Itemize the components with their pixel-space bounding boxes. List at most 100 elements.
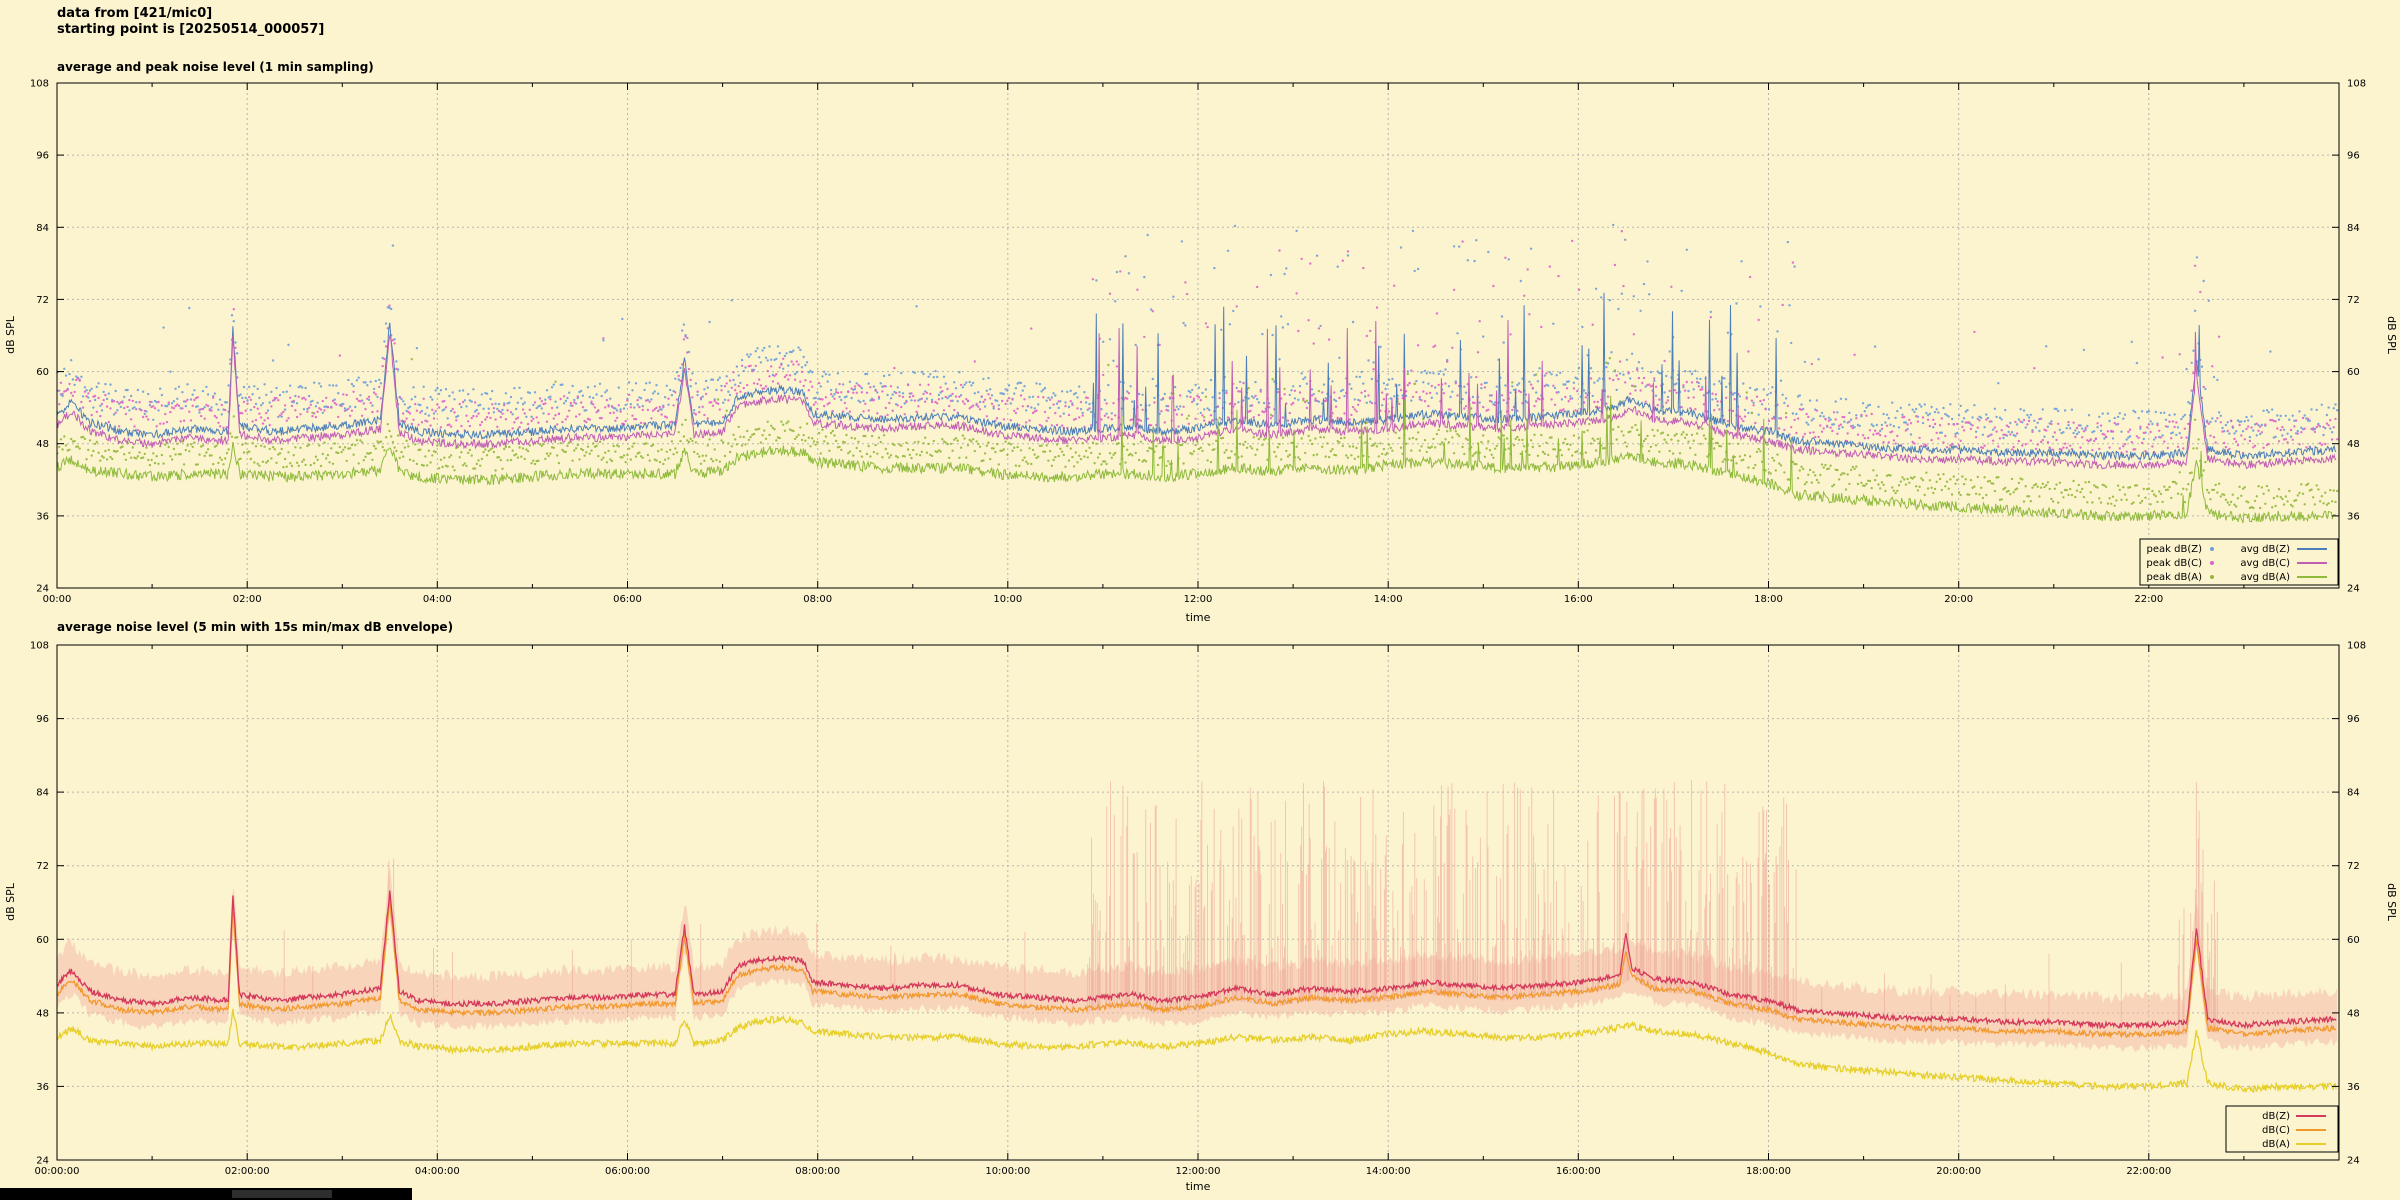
y-tick-label-right: 36 <box>2347 511 2360 522</box>
legend-label-db-c: dB(C) <box>2262 1125 2290 1136</box>
x-tick-label: 14:00:00 <box>1366 1166 1411 1177</box>
legend-label-peak-db-c: peak dB(C) <box>2146 558 2202 569</box>
y-tick-label-right: 24 <box>2347 1156 2360 1167</box>
y-tick-label-right: 36 <box>2347 1082 2360 1093</box>
avg-db-c-line <box>56 319 2337 470</box>
x-tick-label: 12:00:00 <box>1176 1166 1221 1177</box>
grid <box>56 644 2339 1161</box>
legend-label-peak-db-a: peak dB(A) <box>2147 572 2203 583</box>
x-tick-label: 10:00 <box>993 594 1022 605</box>
peak-db-z-points <box>56 223 2339 442</box>
y-tick-label-right: 108 <box>2347 641 2366 652</box>
taskbar-fragment <box>0 1188 412 1200</box>
legend-marker-peak-db-c <box>2210 561 2214 565</box>
x-tick-label: 14:00 <box>1374 594 1403 605</box>
y-tick-label-left: 24 <box>36 1156 49 1167</box>
x-tick-label: 16:00 <box>1564 594 1593 605</box>
y-tick-label-right: 48 <box>2347 1008 2360 1019</box>
y-tick-label-left: 108 <box>30 641 49 652</box>
legend-marker-peak-db-z <box>2210 547 2214 551</box>
bottom-ylabel-left: dB SPL <box>4 882 17 921</box>
y-tick-label-left: 84 <box>36 223 49 234</box>
minmax-envelope-spikes <box>283 780 2218 1038</box>
db-a-line <box>56 1008 2337 1094</box>
bottom-chart-title: average noise level (5 min with 15s min/… <box>57 620 453 634</box>
y-tick-label-right: 60 <box>2347 935 2360 946</box>
plot-frame <box>56 644 2340 1161</box>
bottom-chart-canvas: average noise level (5 min with 15s min/… <box>4 620 2398 1193</box>
y-tick-label-right: 84 <box>2347 223 2360 234</box>
y-tick-label-left: 60 <box>36 367 49 378</box>
y-tick-label-left: 96 <box>36 151 49 162</box>
x-tick-label: 22:00:00 <box>2126 1166 2171 1177</box>
bottom-ylabel-right: dB SPL <box>2385 883 2398 922</box>
legend: peak dB(Z) peak dB(C) peak dB(A) avg dB(Z) a… <box>2139 538 2339 586</box>
x-tick-label: 22:00 <box>2134 594 2163 605</box>
top-chart-plot: 00:00 02:00 04:00 06:00 08:00 10:00 12:00 14:00… <box>30 79 2366 606</box>
y-tick-label-right: 48 <box>2347 439 2360 450</box>
legend-label-avg-db-c: avg dB(C) <box>2240 558 2290 569</box>
legend-label-avg-db-a: avg dB(A) <box>2241 572 2291 583</box>
legend-label-db-a: dB(A) <box>2262 1139 2290 1150</box>
legend-label-peak-db-z: peak dB(Z) <box>2147 544 2203 555</box>
y-tick-label-left: 72 <box>36 861 49 872</box>
y-tick-label-left: 36 <box>36 1082 49 1093</box>
tick-labels: 00:00:00 02:00:00 04:00:00 06:00:00 08:00:00… <box>30 641 2366 1178</box>
y-tick-label-left: 84 <box>36 788 49 799</box>
y-tick-label-left: 24 <box>36 584 49 595</box>
legend-marker-peak-db-a <box>2210 575 2214 579</box>
y-tick-label-right: 72 <box>2347 861 2360 872</box>
x-tick-label: 06:00:00 <box>605 1166 650 1177</box>
db-c-line <box>56 898 2337 1039</box>
y-tick-label-left: 60 <box>36 935 49 946</box>
x-tick-label: 00:00:00 <box>35 1166 80 1177</box>
x-tick-label: 20:00:00 <box>1936 1166 1981 1177</box>
top-ylabel-left: dB SPL <box>4 315 17 354</box>
x-tick-label: 08:00 <box>803 594 832 605</box>
x-tick-label: 04:00 <box>423 594 452 605</box>
header-line-start: starting point is [20250514_000057] <box>57 22 325 37</box>
top-xlabel: time <box>1186 611 1211 624</box>
tick-labels: 00:00 02:00 04:00 06:00 08:00 10:00 12:00 14:00… <box>30 79 2366 606</box>
x-tick-label: 02:00 <box>233 594 262 605</box>
bottom-chart-plot: 00:00:00 02:00:00 04:00:00 06:00:00 08:00:00… <box>30 641 2366 1178</box>
x-tick-label: 12:00 <box>1184 594 1213 605</box>
x-tick-label: 06:00 <box>613 594 642 605</box>
top-ylabel-right: dB SPL <box>2385 316 2398 355</box>
x-tick-label: 08:00:00 <box>795 1166 840 1177</box>
top-chart-canvas: average and peak noise level (1 min samp… <box>4 60 2398 624</box>
y-tick-label-left: 72 <box>36 295 49 306</box>
legend-label-db-z: dB(Z) <box>2262 1111 2290 1122</box>
header-line-source: data from [421/mic0] <box>57 6 213 21</box>
y-tick-label-right: 84 <box>2347 788 2360 799</box>
y-tick-label-left: 48 <box>36 1008 49 1019</box>
y-tick-label-right: 96 <box>2347 151 2360 162</box>
x-tick-label: 20:00 <box>1944 594 1973 605</box>
avg-db-z-line <box>56 292 2337 462</box>
taskbar-segment <box>232 1190 332 1198</box>
x-tick-label: 10:00:00 <box>985 1166 1030 1177</box>
x-tick-label: 18:00:00 <box>1746 1166 1791 1177</box>
top-chart-title: average and peak noise level (1 min samp… <box>57 60 374 74</box>
peak-db-a-points <box>56 357 2339 510</box>
x-tick-label: 18:00 <box>1754 594 1783 605</box>
bottom-xlabel: time <box>1186 1180 1211 1193</box>
x-tick-label: 00:00 <box>43 594 72 605</box>
legend-label-avg-db-z: avg dB(Z) <box>2241 544 2291 555</box>
y-tick-label-right: 60 <box>2347 367 2360 378</box>
x-tick-label: 02:00:00 <box>225 1166 270 1177</box>
plot-frame <box>56 82 2340 589</box>
y-tick-label-left: 96 <box>36 714 49 725</box>
y-tick-label-right: 96 <box>2347 714 2360 725</box>
y-tick-label-left: 108 <box>30 79 49 90</box>
y-tick-label-left: 36 <box>36 511 49 522</box>
y-tick-label-left: 48 <box>36 439 49 450</box>
minmax-envelope-band <box>57 866 2338 1053</box>
y-tick-label-right: 72 <box>2347 295 2360 306</box>
y-tick-label-right: 24 <box>2347 584 2360 595</box>
x-tick-label: 16:00:00 <box>1556 1166 1601 1177</box>
avg-db-a-line <box>56 395 2337 524</box>
y-tick-label-right: 108 <box>2347 79 2366 90</box>
db-z-line <box>56 890 2337 1030</box>
legend: dB(Z) dB(C) dB(A) <box>2225 1105 2339 1153</box>
